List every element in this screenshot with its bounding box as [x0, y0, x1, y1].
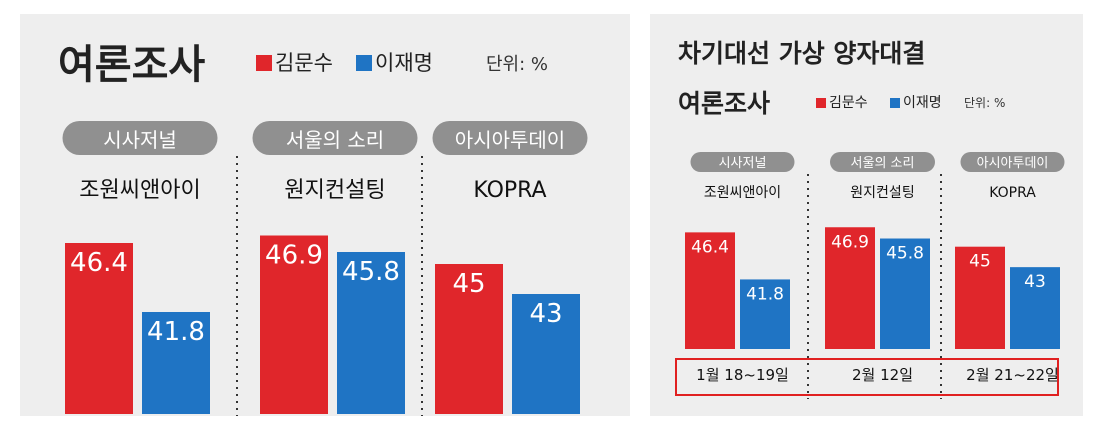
pollster-label-1: 조원씨앤아이 — [704, 185, 781, 201]
bar-lee-2 — [337, 252, 405, 414]
chart-subtitle: 여론조사 — [678, 89, 770, 118]
legend-label-2: 이재명 — [375, 51, 433, 75]
bar-lee-2 — [880, 238, 930, 349]
bar-kim-1 — [65, 243, 133, 414]
legend-swatch-1 — [816, 98, 826, 108]
chart-title: 차기대선 가상 양자대결 — [678, 39, 925, 68]
value-label-kim-1: 46.4 — [691, 237, 729, 257]
pollster-label-3: KOPRA — [473, 178, 546, 203]
source-label-1: 시사저널 — [719, 156, 767, 171]
source-label-2: 서울의 소리 — [286, 128, 384, 152]
value-label-lee-2: 45.8 — [342, 257, 400, 287]
pollster-label-1: 조원씨앤아이 — [79, 178, 200, 203]
source-label-3: 아시아투데이 — [455, 128, 565, 152]
source-label-2: 서울의 소리 — [851, 156, 915, 171]
unit-label: 단위: % — [486, 54, 548, 75]
source-label-1: 시사저널 — [103, 128, 177, 152]
source-label-3: 아시아투데이 — [977, 156, 1049, 171]
pollster-label-3: KOPRA — [989, 185, 1036, 201]
value-label-kim-2: 46.9 — [831, 232, 869, 252]
bar-lee-1 — [740, 279, 790, 349]
bar-kim-3 — [435, 264, 503, 414]
value-label-lee-1: 41.8 — [147, 317, 205, 347]
source-pill-2 — [830, 152, 935, 172]
source-pill-3 — [960, 152, 1065, 172]
source-pill-3 — [432, 121, 588, 155]
value-label-lee-1: 41.8 — [746, 284, 784, 304]
bar-kim-3 — [955, 246, 1005, 349]
value-label-kim-2: 46.9 — [265, 241, 323, 271]
value-label-kim-1: 46.4 — [70, 248, 128, 278]
legend-swatch-1 — [256, 55, 272, 71]
source-pill-1 — [690, 152, 795, 172]
bar-lee-3 — [512, 294, 580, 414]
legend-label-1: 김문수 — [829, 95, 868, 111]
legend-swatch-2 — [890, 98, 900, 108]
value-label-kim-3: 45 — [969, 252, 991, 272]
date-label-2: 2월 12일 — [852, 366, 913, 384]
value-label-lee-3: 43 — [1024, 272, 1046, 292]
legend-label-1: 김문수 — [275, 51, 333, 75]
bar-lee-1 — [142, 312, 210, 414]
date-highlight-box — [675, 358, 1059, 396]
date-label-1: 1월 18~19일 — [696, 366, 789, 384]
date-label-3: 2월 21~22일 — [966, 366, 1059, 384]
source-pill-1 — [62, 121, 218, 155]
legend-swatch-2 — [356, 55, 372, 71]
chart-title: 여론조사 — [58, 42, 205, 88]
legend-label-2: 이재명 — [903, 95, 942, 111]
unit-label: 단위: % — [964, 96, 1005, 110]
pollster-label-2: 원지컨설팅 — [850, 185, 914, 201]
value-label-lee-3: 43 — [529, 299, 562, 329]
bar-kim-2 — [825, 227, 875, 349]
value-label-lee-2: 45.8 — [886, 244, 924, 264]
bar-kim-2 — [260, 235, 328, 414]
value-label-kim-3: 45 — [452, 269, 485, 299]
pollster-label-2: 원지컨설팅 — [284, 178, 385, 203]
source-pill-2 — [252, 121, 418, 155]
bar-lee-3 — [1010, 267, 1060, 349]
bar-kim-1 — [685, 232, 735, 349]
